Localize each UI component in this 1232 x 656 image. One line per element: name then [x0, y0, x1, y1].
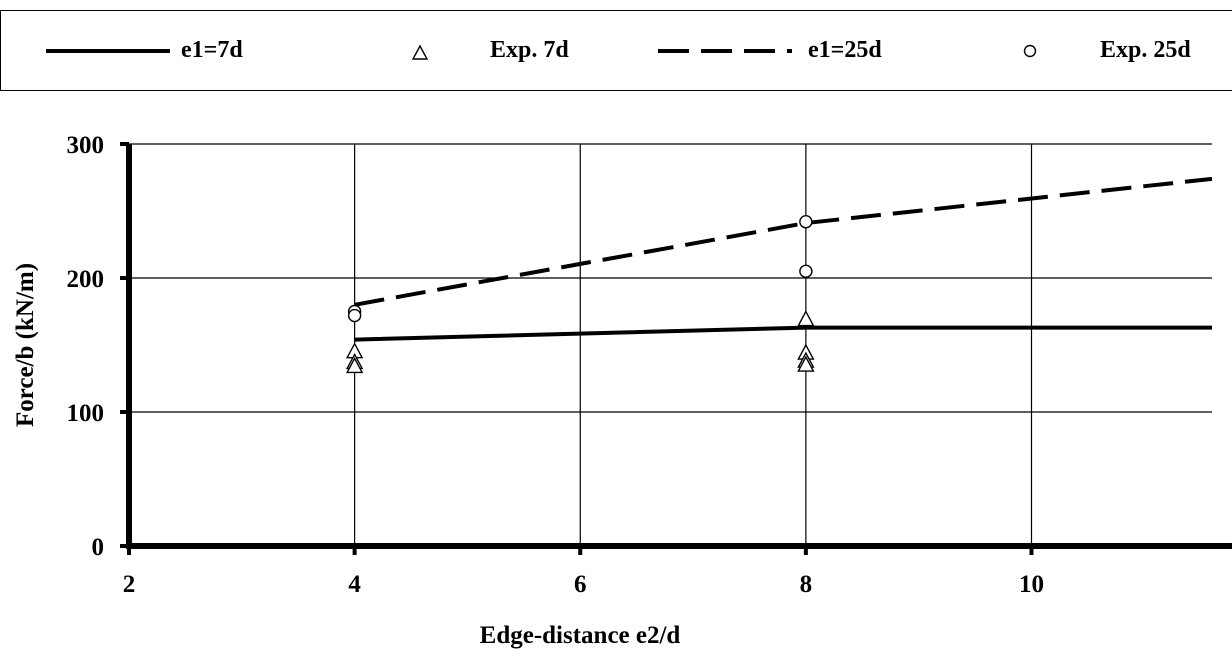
grid-lines	[129, 143, 1212, 546]
axes	[120, 142, 1232, 555]
y-tick-label: 0	[92, 534, 105, 561]
legend-solid-line-sample	[46, 49, 170, 53]
y-axis-title: Force/b (kN/m)	[12, 263, 39, 427]
legend-label: Exp. 7d	[490, 37, 569, 63]
legend-dashed-line-sample	[658, 49, 792, 53]
tick-labels: 0 100 200 300 2 4 6 8 10	[67, 132, 1045, 598]
x-axis-title: Edge-distance e2/d	[480, 622, 681, 649]
y-tick-label: 300	[67, 132, 105, 159]
legend-label: e1=25d	[808, 37, 882, 63]
data-markers	[345, 215, 815, 374]
legend: e1=7d Exp. 7d e1=25d Exp. 25d	[0, 10, 1232, 91]
circle-marker	[799, 264, 813, 278]
series-line-2	[354, 176, 1213, 307]
circle-marker	[347, 308, 362, 323]
triangle-marker	[345, 356, 364, 374]
x-tick-label: 2	[123, 571, 136, 598]
circle-marker	[799, 215, 813, 229]
legend-circle-marker-sample	[1023, 44, 1037, 58]
series-lines	[354, 176, 1213, 342]
legend-label: Exp. 25d	[1100, 37, 1191, 63]
legend-triangle-marker-sample	[411, 44, 429, 60]
y-tick-label: 100	[67, 400, 105, 427]
y-tick-label: 200	[67, 266, 105, 293]
x-tick-label: 8	[800, 571, 813, 598]
x-tick-label: 4	[348, 571, 361, 598]
legend-label: e1=7d	[181, 37, 243, 63]
triangle-marker	[797, 310, 815, 327]
series-line-0	[354, 325, 1212, 342]
triangle-marker	[797, 355, 815, 372]
x-tick-label: 6	[574, 571, 587, 598]
x-tick-label: 10	[1019, 571, 1044, 598]
